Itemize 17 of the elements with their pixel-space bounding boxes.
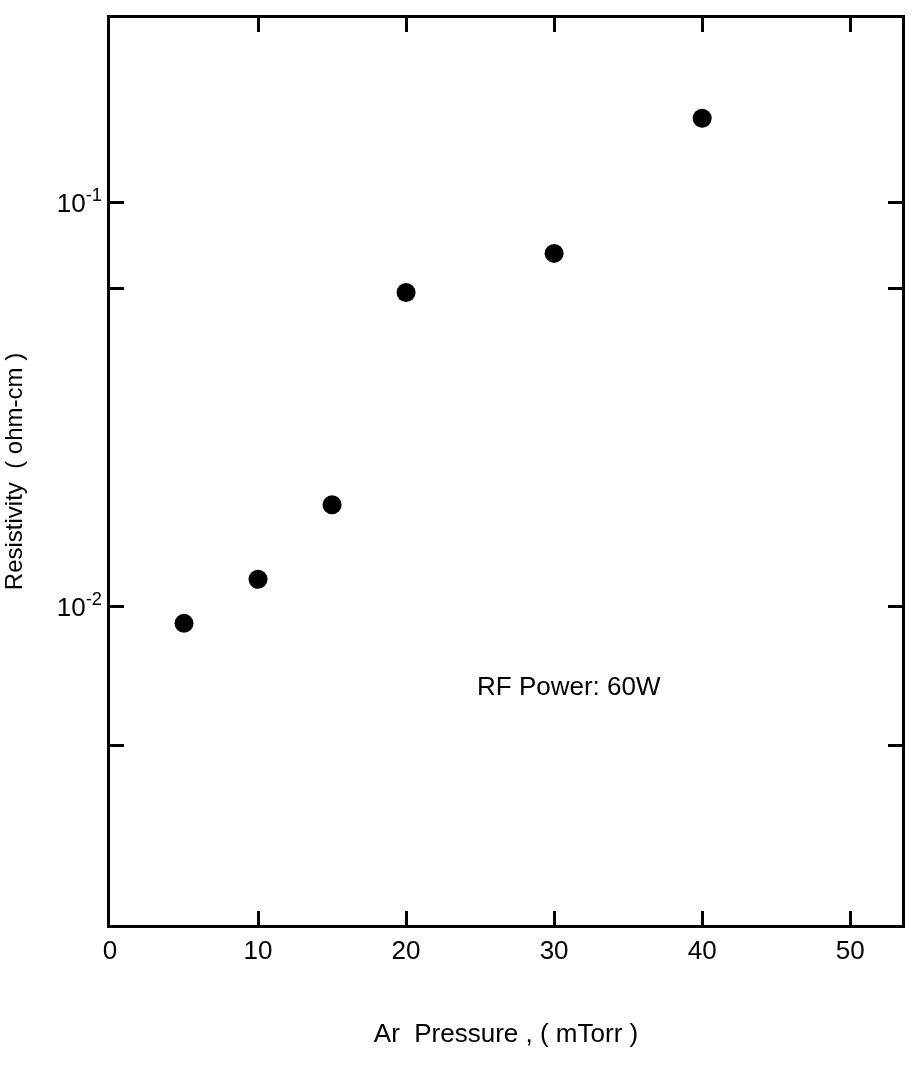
y-tick-label: 10$^{-1}$ [56, 185, 102, 219]
point [692, 108, 712, 128]
x-tick-label: 30 [539, 935, 569, 966]
point [544, 243, 564, 263]
point [248, 569, 268, 589]
point [396, 283, 416, 303]
x-tick-label: 0 [102, 935, 118, 966]
x-tick-label: 10 [243, 935, 273, 966]
x-tick-label: 40 [687, 935, 717, 966]
annotation: RF Power: 60W [477, 671, 661, 701]
y-axis-title: Resistivity ( ohm-cm ) [0, 352, 27, 591]
y-tick-label: 10$^{-2}$ [56, 589, 102, 622]
x-axis-title: Ar Pressure , ( mTorr ) [373, 1017, 639, 1048]
x-tick-label: 20 [391, 935, 421, 966]
x-tick-label: 50 [835, 935, 865, 966]
point [322, 495, 342, 515]
point [174, 613, 194, 633]
